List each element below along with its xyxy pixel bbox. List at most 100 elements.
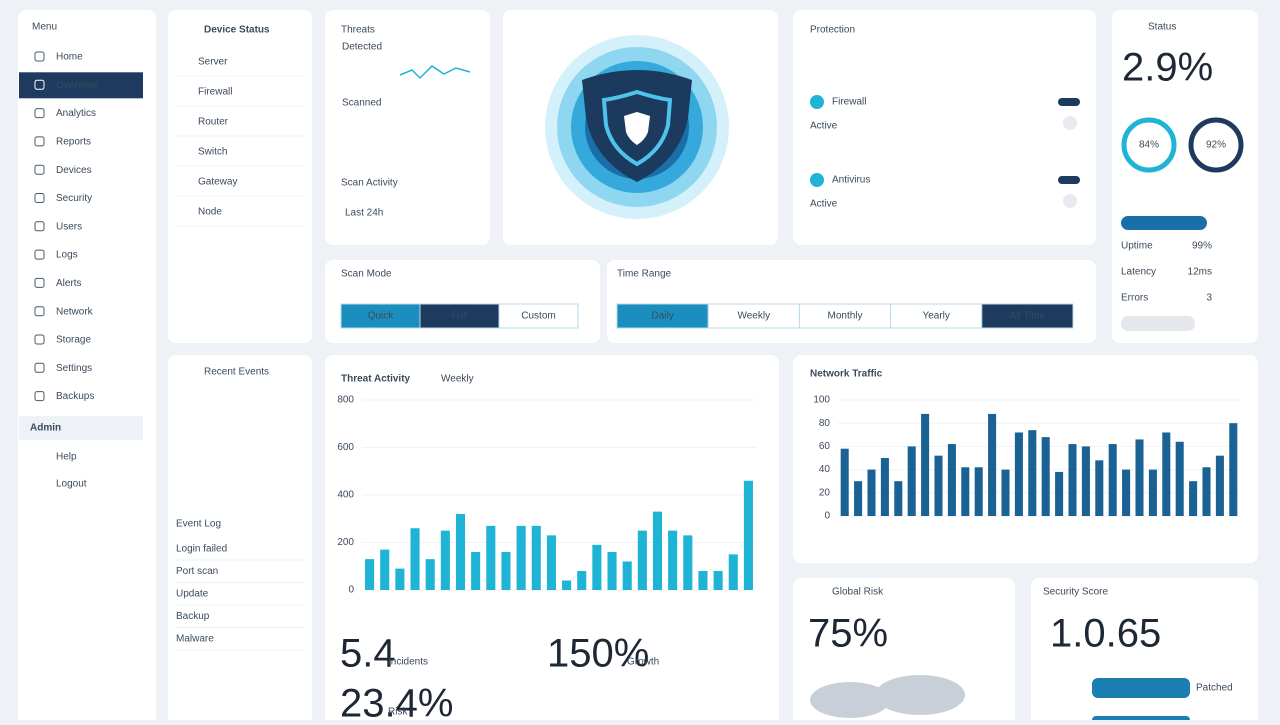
bar [880,458,889,516]
kpi-value: 5.4 [340,632,396,676]
panel-title: Time Range [617,269,672,280]
segment[interactable] [981,303,1074,329]
nav-item[interactable]: Help [56,452,77,463]
progress [1121,216,1207,230]
nav-item[interactable]: Overview [56,80,98,91]
chart-subtitle: Weekly [441,374,474,385]
map-value: 75% [808,612,888,656]
stat-row: Errors [1121,293,1148,304]
segment[interactable] [890,303,983,329]
bar [894,481,903,516]
device-row: Router [198,117,229,128]
bar [652,511,663,590]
bar [1014,432,1023,516]
sidebar-section: Admin [30,423,61,434]
bar [1189,481,1198,516]
chart-title: Threat Activity [341,374,411,385]
toggle-label: Firewall [832,97,866,108]
nav-icon [34,136,45,147]
segment[interactable] [616,303,709,329]
bar [365,559,375,590]
bar [713,571,723,590]
nav-item[interactable]: Alerts [56,278,82,289]
bar [698,571,708,590]
threat-line: Scanned [342,98,381,109]
panel-title: Scan Mode [341,269,392,280]
progress [1092,716,1190,724]
nav-item[interactable]: Home [56,52,83,63]
bar [974,467,983,516]
bar [1081,446,1090,516]
ring-label: 92% [1206,140,1226,151]
kpi-value: 150% [547,632,649,676]
nav-icon [34,51,45,62]
nav-item[interactable]: Logout [56,479,87,490]
bar [1122,469,1131,516]
device-row: Node [198,207,222,218]
toggle-knob [1063,116,1077,130]
nav-item[interactable]: Backups [56,391,94,402]
toggle-sub: Active [810,121,838,132]
device-row: Switch [198,147,227,158]
button[interactable] [1121,316,1195,331]
event-row: Login failed [176,544,227,555]
nav-item[interactable]: Users [56,221,82,232]
nav-icon [34,391,45,402]
bar [425,559,435,590]
nav-item[interactable]: Storage [56,335,91,346]
bar [1229,423,1238,516]
segment-label: Weekly [737,311,770,322]
bar [907,446,916,516]
toggle-label: Antivirus [832,175,870,186]
bar [854,481,863,516]
segment[interactable] [707,303,800,329]
bar [637,530,647,590]
bar [1041,437,1050,516]
bar [395,568,405,590]
toggle[interactable] [1058,98,1080,106]
toggle[interactable] [1058,176,1080,184]
segment-label: Full [451,311,467,322]
segment[interactable] [498,303,579,329]
bar [607,552,617,590]
toggle-knob [1063,194,1077,208]
panel-title: Recent Events [204,367,269,378]
segment-label: Yearly [922,311,949,322]
stat-row-value: 12ms [1188,267,1212,278]
device-row: Gateway [198,177,237,188]
nav-item[interactable]: Analytics [56,108,96,119]
bar [592,544,602,590]
toggle-icon [810,95,824,109]
bar [1095,460,1104,516]
nav-icon [34,108,45,119]
stat-value: 2.9% [1122,46,1213,90]
segment[interactable] [798,303,892,329]
y-tick-label: 200 [337,537,354,548]
ring [1188,117,1244,173]
nav-icon [34,277,45,288]
nav-icon [34,306,45,317]
ring-label: 84% [1139,140,1159,151]
segment-label: Custom [521,311,555,322]
nav-item[interactable]: Network [56,306,94,317]
nav-icon [34,193,45,203]
bar [1135,439,1144,516]
bar [1055,471,1064,516]
bar [486,525,496,590]
nav-active [19,72,143,99]
nav-item[interactable]: Devices [56,165,92,176]
nav-item[interactable]: Settings [56,363,92,374]
bar [728,554,738,590]
y-tick-label: 0 [348,585,354,596]
y-tick-label: 60 [819,441,831,452]
toggle-icon [810,173,824,187]
bar [546,535,556,590]
bar [683,535,693,590]
panel-subtitle: Event Log [176,519,221,530]
sparkline [399,65,471,80]
nav-item[interactable]: Logs [56,250,78,261]
nav-item[interactable]: Reports [56,137,91,148]
nav-item[interactable]: Security [56,193,92,204]
event-row: Malware [176,634,214,645]
